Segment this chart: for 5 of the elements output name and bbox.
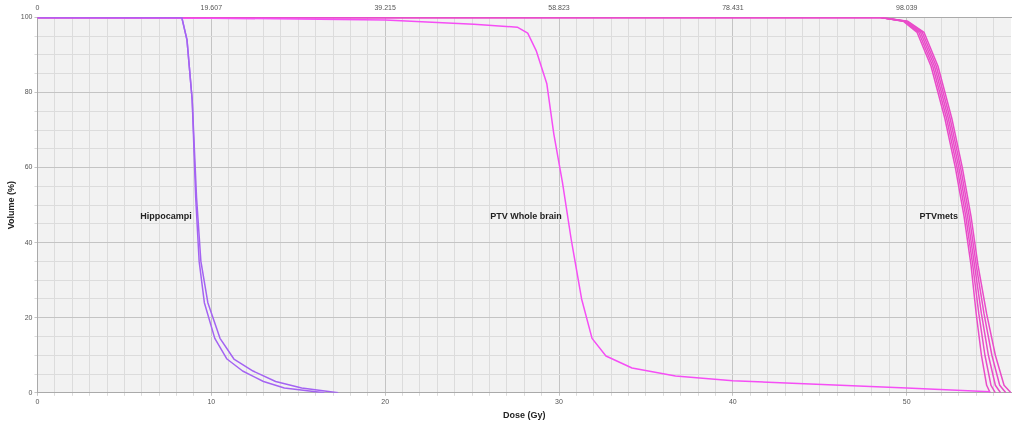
series-label: Hippocampi [140,210,192,221]
x-axis-title: Dose (Gy) [502,410,546,421]
series-label: PTVmets [919,210,959,221]
series-label: PTV Whole brain [490,210,562,221]
y-axis-title: Volume (%) [5,180,16,230]
